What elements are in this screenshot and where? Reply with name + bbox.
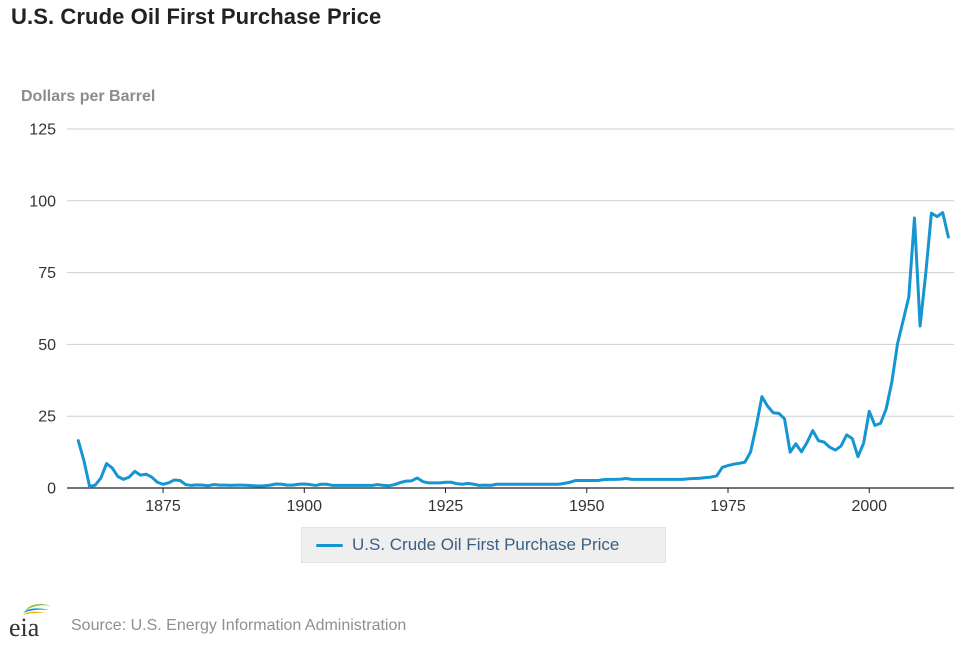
y-tick-labels: 0 25 50 75 100 125 — [29, 122, 56, 498]
chart-title: U.S. Crude Oil First Purchase Price — [11, 4, 382, 29]
gridlines — [67, 128, 954, 489]
y-tick-label: 75 — [38, 265, 56, 282]
eia-logo: eia — [7, 600, 57, 642]
series-lines — [76, 211, 950, 489]
y-tick-label: 125 — [29, 122, 56, 139]
y-axis-label: Dollars per Barrel — [21, 88, 156, 105]
x-tick-label: 1950 — [569, 498, 605, 515]
eia-logo-text: eia — [9, 613, 40, 640]
eia-logo-icon — [23, 603, 51, 615]
x-tick-label: 1875 — [145, 498, 181, 515]
x-tick-label: 1975 — [710, 498, 746, 515]
y-tick-label: 100 — [29, 193, 56, 210]
x-tick-labels: 1875 1900 1925 1950 1975 2000 — [145, 488, 887, 515]
y-tick-label: 50 — [38, 337, 56, 354]
y-tick-label: 0 — [47, 481, 56, 498]
source-note: Source: U.S. Energy Information Administ… — [71, 617, 407, 634]
legend-swatch — [316, 543, 343, 547]
legend[interactable]: U.S. Crude Oil First Purchase Price — [301, 527, 666, 563]
legend-label: U.S. Crude Oil First Purchase Price — [352, 535, 620, 554]
series-line-0 — [76, 211, 950, 489]
x-tick-label: 2000 — [851, 498, 887, 515]
y-tick-label: 25 — [38, 409, 56, 426]
x-tick-label: 1900 — [286, 498, 322, 515]
x-tick-label: 1925 — [428, 498, 464, 515]
